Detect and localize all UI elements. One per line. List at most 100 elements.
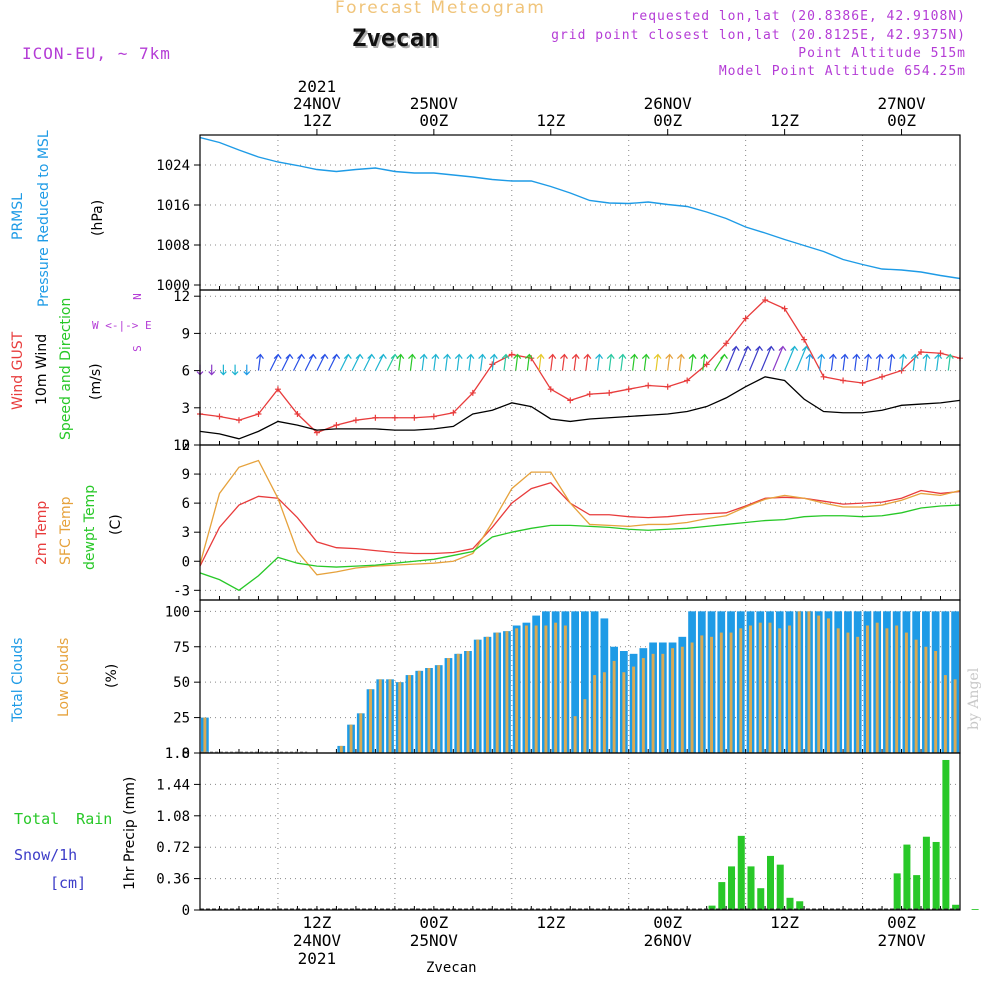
wind-arrow	[922, 353, 931, 371]
low-cloud-bar	[554, 622, 558, 753]
wind-arrow	[676, 353, 685, 371]
y-tick-label: 12	[173, 289, 190, 305]
bottom-year-label: 2021	[298, 949, 337, 968]
top-time-label: 00Z	[653, 111, 682, 130]
rain-bar	[728, 866, 736, 910]
gust-marker	[606, 389, 613, 396]
low-cloud-bar	[865, 625, 869, 753]
low-cloud-bar	[378, 679, 382, 753]
wind-arrow	[281, 353, 294, 371]
grid-point: grid point closest lon,lat (20.8125E, 42…	[551, 28, 966, 43]
bottom-date-label: 27NOV	[877, 931, 926, 950]
gust-marker	[255, 411, 262, 417]
wind-arrow	[293, 353, 306, 371]
point-altitude: Point Altitude 515m	[798, 46, 966, 61]
bottom-time-label: 00Z	[419, 913, 448, 932]
wind-arrow	[618, 353, 627, 371]
low-cloud-bar	[339, 745, 343, 753]
low-cloud-bar	[788, 625, 791, 753]
wind-arrow	[864, 353, 872, 371]
top-time-label: 12Z	[302, 111, 331, 130]
low-cloud-bar	[953, 679, 957, 753]
low-cloud-bar	[719, 632, 723, 753]
model-altitude: Model Point Altitude 654.25m	[718, 64, 966, 79]
bottom-time-label: 00Z	[653, 913, 682, 932]
gust-marker	[547, 386, 554, 393]
low-cloud-bar	[690, 642, 694, 753]
low-cloud-bar	[700, 635, 704, 753]
gust-marker	[664, 383, 671, 390]
panel-frame	[199, 134, 961, 291]
gust-marker	[937, 350, 944, 357]
bottom-time-label: 00Z	[887, 913, 916, 932]
wind-arrow	[478, 353, 487, 371]
wind-arrow	[454, 353, 463, 371]
wind-arrow	[805, 353, 814, 371]
rain-bar	[786, 897, 794, 910]
temp-line-dewpt	[200, 504, 960, 592]
panel-wind	[194, 290, 960, 446]
wind-arrow	[583, 353, 592, 371]
rain-bar	[913, 875, 921, 910]
wind-arrow	[688, 353, 697, 371]
wind-arrow	[772, 345, 787, 371]
rain-bar	[747, 866, 755, 910]
gust-marker	[918, 349, 925, 355]
bottom-date-label: 26NOV	[644, 931, 693, 950]
rain-bar	[893, 873, 901, 910]
gust-marker	[586, 391, 593, 398]
low-cloud-bar	[505, 631, 509, 753]
low-cloud-bar	[524, 625, 528, 753]
wind-arrow	[840, 353, 849, 371]
low-cloud-bar	[349, 724, 353, 753]
low-cloud-bar	[485, 636, 489, 753]
wind-arrow	[630, 353, 639, 371]
rain-bar	[767, 855, 774, 910]
wind-arrow	[795, 345, 810, 371]
y-tick-label: 1016	[156, 198, 190, 214]
y-tick-label: 0.72	[156, 840, 190, 856]
y-tick-label: 1.08	[156, 809, 190, 825]
model-label: ICON-EU, ~ 7km	[22, 44, 171, 63]
y-tick-label: 9	[182, 467, 190, 483]
low-cloud-bar	[573, 716, 577, 753]
low-cloud-bar	[729, 632, 733, 753]
low-cloud-bar	[875, 622, 879, 753]
low-cloud-bar	[447, 658, 450, 753]
gust-marker	[762, 296, 769, 303]
wind-arrow	[665, 353, 674, 371]
rain-bar	[922, 836, 930, 910]
y-tick-label: 0	[182, 554, 190, 570]
wind-arrow	[700, 353, 709, 371]
product-title: Forecast Meteogram	[335, 0, 546, 18]
top-date-label: 26NOV	[644, 94, 693, 113]
gust-marker	[703, 361, 710, 368]
y-tick-label: 100	[165, 604, 190, 620]
gust-marker	[372, 414, 379, 421]
wind-arrow	[243, 364, 251, 376]
top-date-label: 24NOV	[293, 94, 342, 113]
y-tick-label: 0	[182, 903, 190, 919]
low-cloud-bar	[632, 666, 636, 753]
wind-arrow	[231, 364, 239, 376]
wind-arrow	[396, 353, 405, 371]
y-tick-label: 1008	[156, 238, 190, 254]
rain-bar	[942, 759, 950, 910]
gust-marker	[742, 315, 749, 322]
rain-bar	[708, 905, 716, 910]
top-time-label: 12Z	[536, 111, 565, 130]
y-tick-label: 25	[173, 711, 190, 727]
bottom-time-label: 12Z	[536, 913, 565, 932]
top-date-label: 27NOV	[877, 94, 926, 113]
y-tick-label: 0	[182, 746, 190, 762]
wind-arrow	[374, 353, 387, 371]
y-tick-label: 12	[173, 438, 190, 454]
gust-marker	[684, 377, 691, 384]
panel-frame	[199, 444, 961, 601]
wind-arrow	[737, 345, 752, 371]
gust-marker	[235, 417, 242, 424]
compass-west-east: W <-|-> E	[92, 319, 152, 332]
low-cloud-bar	[797, 611, 801, 753]
low-cloud-bar	[836, 628, 840, 753]
